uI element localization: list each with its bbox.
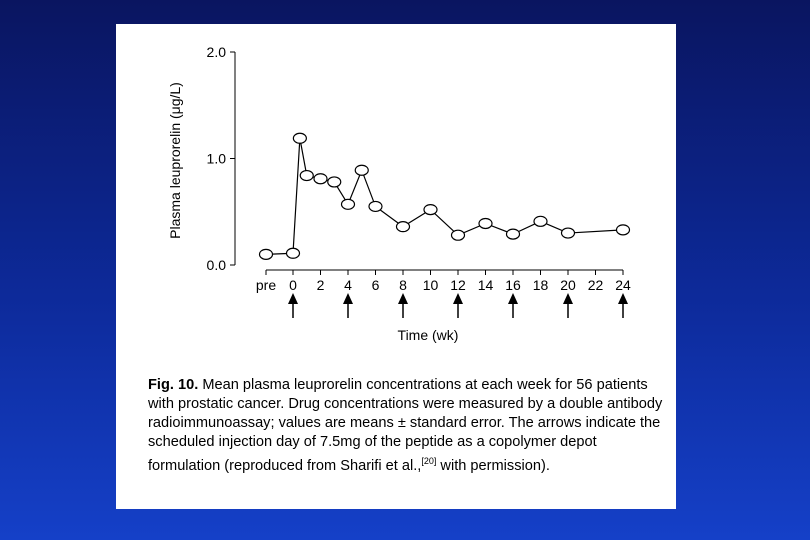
x-tick-label: 2: [317, 277, 325, 293]
data-point: [292, 132, 307, 144]
data-point: [423, 204, 438, 216]
data-point: [354, 164, 369, 176]
injection-arrow-head: [508, 293, 518, 304]
data-point: [299, 169, 314, 182]
figure-caption: Fig. 10. Mean plasma leuprorelin concent…: [148, 376, 668, 476]
x-tick-label: pre: [256, 277, 276, 293]
data-point: [505, 228, 521, 240]
caption-text-end: with permission).: [436, 457, 550, 474]
x-tick-label: 20: [560, 277, 576, 293]
caption-reference: [20]: [421, 456, 437, 466]
x-tick-label: 16: [505, 277, 521, 293]
data-point: [313, 173, 328, 185]
slide-figure-panel: 0.0 1.0 2.0 Plasma leuprorelin (μg/L) pre 0 2 4…: [116, 24, 676, 509]
data-point: [615, 224, 631, 236]
injection-arrow-head: [563, 293, 573, 304]
y-tick-label: 1.0: [207, 151, 227, 167]
x-tick-label: 24: [615, 277, 631, 293]
x-tick-label: 22: [588, 277, 604, 293]
x-axis-label: Time (wk): [398, 327, 459, 343]
y-axis-label: Plasma leuprorelin (μg/L): [167, 82, 183, 239]
injection-arrow-head: [288, 293, 298, 304]
data-point: [533, 215, 548, 227]
y-tick-label: 2.0: [207, 44, 227, 60]
data-point: [450, 229, 466, 241]
data-point: [340, 198, 356, 210]
x-tick-label: 12: [450, 277, 466, 293]
injection-arrow-head: [343, 293, 353, 304]
x-tick-label: 0: [289, 277, 297, 293]
data-point: [327, 176, 342, 188]
data-point: [560, 227, 576, 239]
x-tick-label: 6: [372, 277, 380, 293]
y-tick-label: 0.0: [207, 257, 227, 273]
injection-arrow-head: [618, 293, 628, 304]
data-point: [478, 217, 493, 230]
x-tick-label: 18: [533, 277, 549, 293]
caption-text: Mean plasma leuprorelin concentrations a…: [148, 377, 663, 474]
injection-arrow-head: [453, 293, 463, 304]
x-tick-label: 4: [344, 277, 352, 293]
x-tick-label: 14: [478, 277, 494, 293]
injection-arrow-head: [398, 293, 408, 304]
data-point: [258, 248, 274, 260]
caption-figure-label: Fig. 10.: [148, 377, 199, 393]
data-point: [285, 247, 301, 259]
data-point: [368, 200, 383, 213]
x-tick-label: 10: [423, 277, 439, 293]
x-tick-label: 8: [399, 277, 407, 293]
data-point: [395, 221, 411, 233]
